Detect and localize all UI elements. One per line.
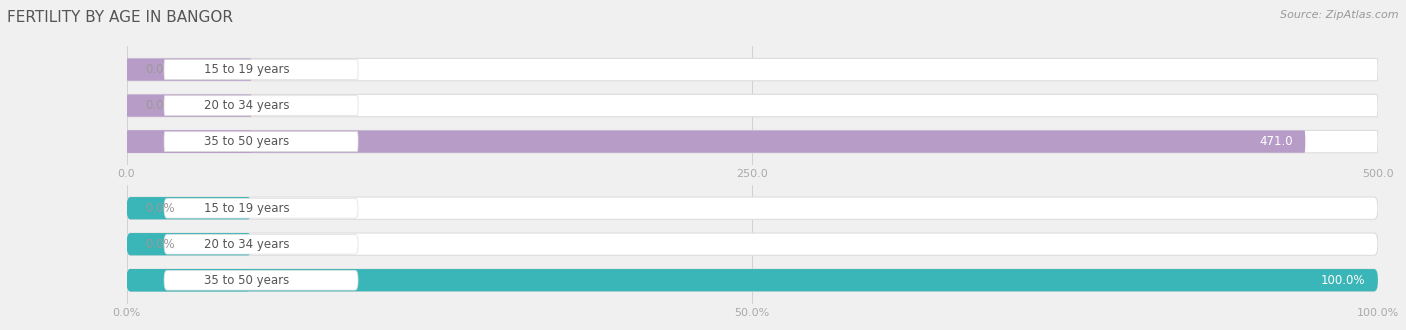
- FancyBboxPatch shape: [165, 96, 359, 115]
- FancyBboxPatch shape: [165, 60, 359, 80]
- Text: 0.0: 0.0: [145, 99, 165, 112]
- Text: 0.0%: 0.0%: [145, 238, 174, 251]
- Text: 20 to 34 years: 20 to 34 years: [204, 238, 290, 251]
- FancyBboxPatch shape: [127, 130, 1305, 153]
- FancyBboxPatch shape: [127, 197, 1378, 219]
- FancyBboxPatch shape: [127, 197, 252, 219]
- FancyBboxPatch shape: [127, 58, 1378, 81]
- Text: Source: ZipAtlas.com: Source: ZipAtlas.com: [1281, 10, 1399, 20]
- Text: 35 to 50 years: 35 to 50 years: [204, 274, 290, 287]
- Text: 20 to 34 years: 20 to 34 years: [204, 99, 290, 112]
- FancyBboxPatch shape: [127, 233, 1378, 255]
- FancyBboxPatch shape: [165, 270, 359, 290]
- Text: FERTILITY BY AGE IN BANGOR: FERTILITY BY AGE IN BANGOR: [7, 10, 233, 25]
- Text: 0.0: 0.0: [145, 63, 165, 76]
- FancyBboxPatch shape: [127, 233, 252, 255]
- Text: 35 to 50 years: 35 to 50 years: [204, 135, 290, 148]
- FancyBboxPatch shape: [127, 94, 1378, 117]
- FancyBboxPatch shape: [127, 269, 252, 291]
- FancyBboxPatch shape: [127, 269, 1378, 291]
- FancyBboxPatch shape: [127, 269, 1378, 291]
- Text: 471.0: 471.0: [1260, 135, 1292, 148]
- FancyBboxPatch shape: [165, 234, 359, 254]
- Text: 15 to 19 years: 15 to 19 years: [204, 202, 290, 215]
- Text: 100.0%: 100.0%: [1320, 274, 1365, 287]
- FancyBboxPatch shape: [127, 58, 252, 81]
- FancyBboxPatch shape: [127, 130, 1378, 153]
- Text: 0.0%: 0.0%: [145, 202, 174, 215]
- FancyBboxPatch shape: [127, 94, 252, 117]
- Text: 15 to 19 years: 15 to 19 years: [204, 63, 290, 76]
- FancyBboxPatch shape: [165, 132, 359, 151]
- FancyBboxPatch shape: [127, 130, 252, 153]
- FancyBboxPatch shape: [165, 198, 359, 218]
